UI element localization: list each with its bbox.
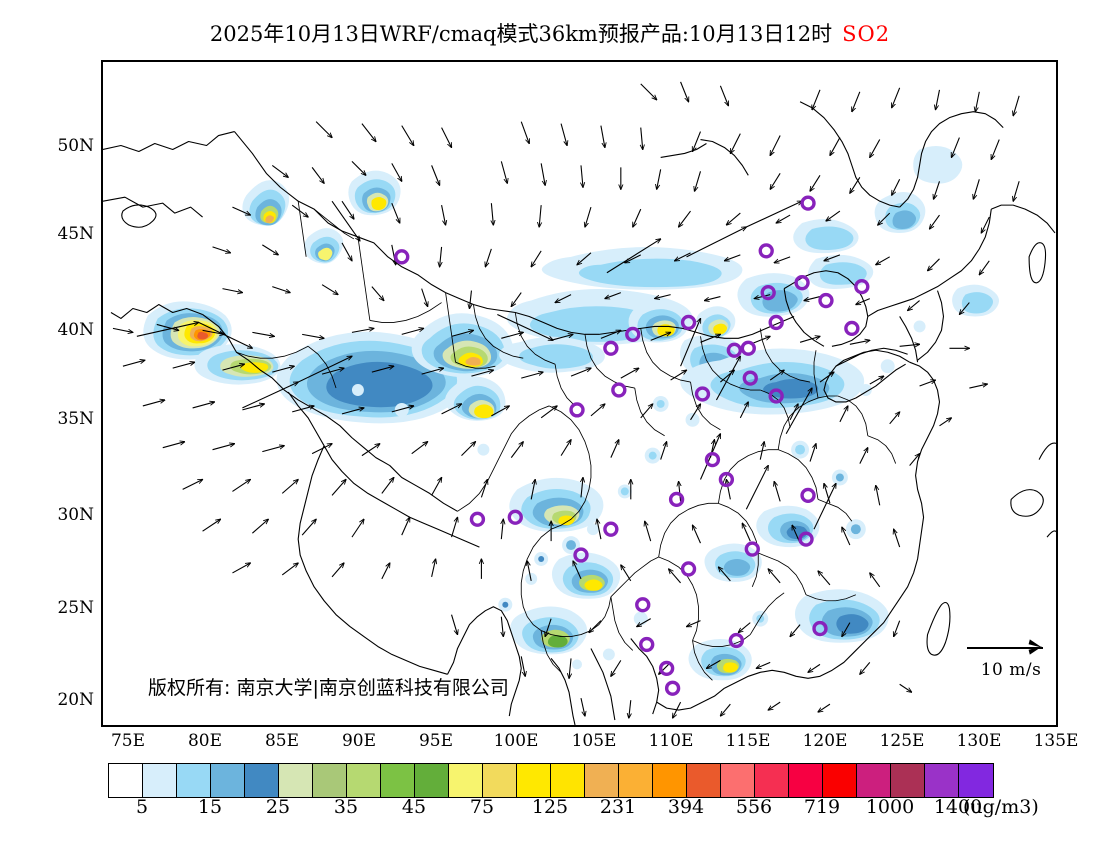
wind-vector-field <box>112 81 1020 718</box>
ytick-1: 45N <box>57 224 94 244</box>
wind-scale-arrow-icon <box>963 639 1059 656</box>
colorbar-cell-24 <box>925 764 959 797</box>
colorbar-cell-7 <box>347 764 381 797</box>
colorbar-tick-394: 394 <box>667 796 705 818</box>
colorbar-cell-18 <box>721 764 755 797</box>
xtick-12: 135E <box>1033 731 1079 751</box>
colorbar-tick-231: 231 <box>599 796 637 818</box>
ytick-2: 40N <box>57 320 94 340</box>
colorbar-cells <box>108 763 994 798</box>
colorbar-cell-1 <box>143 764 177 797</box>
colorbar-cell-17 <box>687 764 721 797</box>
monitoring-station-markers[interactable] <box>394 195 870 696</box>
colorbar-cell-25 <box>959 764 993 797</box>
colorbar-tick-15: 15 <box>197 796 223 818</box>
colorbar-cell-21 <box>823 764 857 797</box>
colorbar-cell-4 <box>245 764 279 797</box>
ytick-6: 20N <box>57 690 94 710</box>
xtick-3: 90E <box>341 731 377 751</box>
xtick-10: 125E <box>879 731 925 751</box>
xtick-11: 130E <box>956 731 1002 751</box>
copyright-notice: 版权所有: 南京大学|南京创蓝科技有限公司 <box>148 677 509 699</box>
map-canvas <box>103 81 1056 725</box>
colorbar-tick-1400: 1400 <box>933 796 983 818</box>
xtick-5: 100E <box>493 731 539 751</box>
xtick-1: 80E <box>187 731 223 751</box>
xtick-8: 115E <box>725 731 771 751</box>
colorbar-cell-2 <box>177 764 211 797</box>
colorbar-tick-125: 125 <box>531 796 569 818</box>
ytick-4: 30N <box>57 505 94 525</box>
colorbar <box>108 763 994 798</box>
colorbar-tick-1000: 1000 <box>865 796 915 818</box>
xtick-9: 120E <box>802 731 848 751</box>
wind-scale-legend: 10 m/s <box>963 639 1059 680</box>
colorbar-cell-9 <box>415 764 449 797</box>
ytick-3: 35N <box>57 409 94 429</box>
coastline-and-borders <box>103 101 1056 725</box>
colorbar-tick-5: 5 <box>135 796 149 818</box>
xtick-2: 85E <box>264 731 300 751</box>
colorbar-cell-11 <box>483 764 517 797</box>
colorbar-tick-556: 556 <box>735 796 773 818</box>
colorbar-cell-22 <box>857 764 891 797</box>
colorbar-tick-719: 719 <box>803 796 841 818</box>
ytick-5: 25N <box>57 598 94 618</box>
xtick-4: 95E <box>418 731 454 751</box>
title-species-label: SO2 <box>842 22 891 46</box>
concentration-contours <box>143 145 1000 681</box>
colorbar-tick-25: 25 <box>265 796 291 818</box>
wind-scale-label: 10 m/s <box>980 660 1042 680</box>
colorbar-cell-14 <box>585 764 619 797</box>
title-text: 2025年10月13日WRF/cmaq模式36km预报产品:10月13日12时 <box>209 22 833 46</box>
colorbar-cell-0 <box>109 764 143 797</box>
colorbar-unit-label: (ug/m3) <box>963 796 1039 818</box>
ytick-0: 50N <box>57 136 94 156</box>
colorbar-cell-3 <box>211 764 245 797</box>
colorbar-tick-35: 35 <box>333 796 359 818</box>
colorbar-cell-12 <box>517 764 551 797</box>
colorbar-cell-20 <box>789 764 823 797</box>
colorbar-cell-6 <box>313 764 347 797</box>
colorbar-cell-10 <box>449 764 483 797</box>
xtick-6: 105E <box>571 731 617 751</box>
colorbar-cell-23 <box>891 764 925 797</box>
colorbar-cell-5 <box>279 764 313 797</box>
colorbar-cell-16 <box>653 764 687 797</box>
colorbar-cell-15 <box>619 764 653 797</box>
colorbar-cell-13 <box>551 764 585 797</box>
colorbar-cell-19 <box>755 764 789 797</box>
figure-title: 2025年10月13日WRF/cmaq模式36km预报产品:10月13日12时 S… <box>0 18 1100 48</box>
colorbar-tick-labels: 5 15 25 35 45 75 125 231 394 556 719 1000 1400 <box>0 763 1100 818</box>
map-plot-area <box>101 60 1058 727</box>
xtick-0: 75E <box>110 731 146 751</box>
colorbar-tick-45: 45 <box>401 796 427 818</box>
xtick-7: 110E <box>648 731 694 751</box>
colorbar-tick-75: 75 <box>469 796 495 818</box>
colorbar-cell-8 <box>381 764 415 797</box>
